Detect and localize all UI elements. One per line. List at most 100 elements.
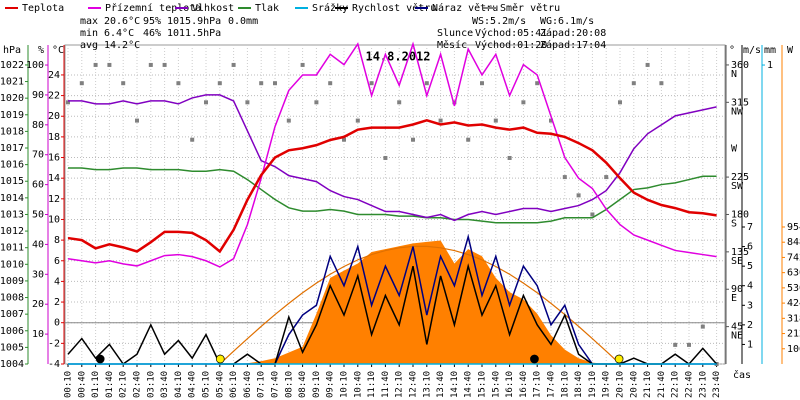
direction-point [342,137,346,142]
stats-value: 0.0mm [228,16,258,27]
compass-label: NW [731,106,744,117]
x-tick-label: 20:10 [616,371,626,398]
y-tick-label: 424 [787,298,800,309]
x-tick-label: 19:10 [588,371,598,398]
radiation-area [68,240,717,364]
axis-unit: m/s [743,45,761,56]
direction-point [452,100,457,105]
x-tick-label: 13:40 [436,371,446,398]
direction-point [438,118,443,123]
x-tick-label: 00:10 [64,371,74,398]
y-tick-label: 1010 [0,259,24,270]
direction-point [397,100,402,105]
y-tick-label: 90 [731,284,743,295]
direction-point [369,81,374,86]
sun-marker [215,354,225,364]
x-tick-label: 06:10 [229,371,239,398]
direction-point [700,324,705,329]
y-tick-label: 1019 [0,110,24,121]
y-tick-label: 50 [32,210,44,221]
x-tick-label: 00:40 [77,371,87,398]
x-tick-label: 03:40 [160,371,170,398]
direction-point [576,193,581,198]
direction-point [176,81,181,86]
sun-rise: Východ:05:41 [475,27,547,39]
y-tick-label: 1006 [0,326,24,337]
y-tick-label: 1 [747,339,753,350]
axis-unit: % [38,45,44,56]
x-tick-label: 10:10 [340,371,350,398]
y-tick-label: 1 [767,60,773,71]
wind-info: WG:6.1m/s [540,16,594,27]
y-tick-label: 45 [731,322,743,333]
stats-value: 46% [143,28,161,39]
moon-rise: Východ:01:20 [475,39,547,51]
sun-set-time: 20:08 [576,28,606,39]
y-tick-label: 22 [48,91,60,102]
y-tick-label: 5 [747,261,753,272]
direction-point [383,155,388,160]
legend-label: Tlak [255,3,279,14]
y-tick-label: 6 [54,256,60,267]
stats-value: 20.6°C [104,16,140,27]
x-tick-label: 03:10 [146,371,156,398]
y-tick-label: 80 [32,120,44,131]
series-line [68,167,717,224]
y-tick-label: 14 [48,173,60,184]
direction-point [79,81,84,86]
compass-label: SW [731,181,744,192]
legend-label: Směr větru [500,2,560,14]
compass-label: S [731,218,737,229]
y-tick-label: 225 [731,172,749,183]
direction-point [535,81,540,86]
stats-value: 1011.5hPa [167,28,221,39]
axis-unit: °C [52,45,64,56]
y-tick-label: 1007 [0,309,24,320]
x-tick-label: 17:40 [547,371,557,398]
y-tick-label: 20 [32,299,44,310]
direction-point [148,62,153,67]
y-tick-label: 2 [54,297,60,308]
y-tick-label: -4 [48,359,60,370]
y-tick-label: 4 [747,281,753,292]
direction-point [66,100,70,105]
direction-point [645,62,650,67]
sun-rise-label: Východ: [475,27,517,39]
x-tick-label: 23:10 [698,371,708,398]
compass-label: W [731,144,738,155]
stats-label: max [80,16,98,27]
y-tick-label: 1011 [0,243,24,254]
y-tick-label: 1021 [0,77,24,88]
compass-label: SE [731,256,743,267]
y-tick-label: 360 [731,60,749,71]
stats-value: 6.4°C [104,28,134,39]
y-tick-label: 3 [747,300,753,311]
y-tick-label: 318 [787,313,800,324]
y-tick-label: 40 [32,239,44,250]
compass-label: N [731,69,737,80]
direction-point [618,100,622,105]
sun-set-label: Západ: [540,27,576,39]
x-tick-label: 21:10 [643,371,653,398]
y-tick-label: 1016 [0,160,24,171]
direction-point [245,100,250,105]
y-tick-label: 315 [731,97,749,108]
direction-point [590,212,595,217]
y-tick-label: 1004 [0,359,24,370]
direction-point [286,118,291,123]
x-tick-label: 02:10 [119,371,129,398]
x-tick-label: 20:40 [629,371,639,398]
direction-point [121,81,126,86]
moon-set-label: Západ: [540,39,576,51]
direction-point [480,81,484,86]
y-tick-label: 1005 [0,342,24,353]
y-tick-label: 1015 [0,176,24,187]
compass-label: NE [731,331,743,342]
moon-set: Západ:17:04 [540,39,606,51]
series-line [219,245,621,365]
y-tick-label: 60 [32,180,44,191]
x-tick-label: 02:40 [133,371,143,398]
chart-title: 14.8.2012 [365,50,430,64]
